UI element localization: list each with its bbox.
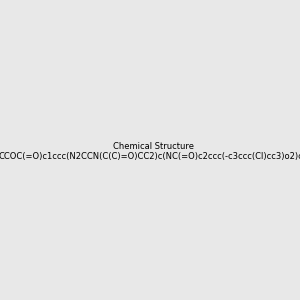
Text: Chemical Structure
CCOC(=O)c1ccc(N2CCN(C(C)=O)CC2)c(NC(=O)c2ccc(-c3ccc(Cl)cc3)o2: Chemical Structure CCOC(=O)c1ccc(N2CCN(C…	[0, 142, 300, 161]
